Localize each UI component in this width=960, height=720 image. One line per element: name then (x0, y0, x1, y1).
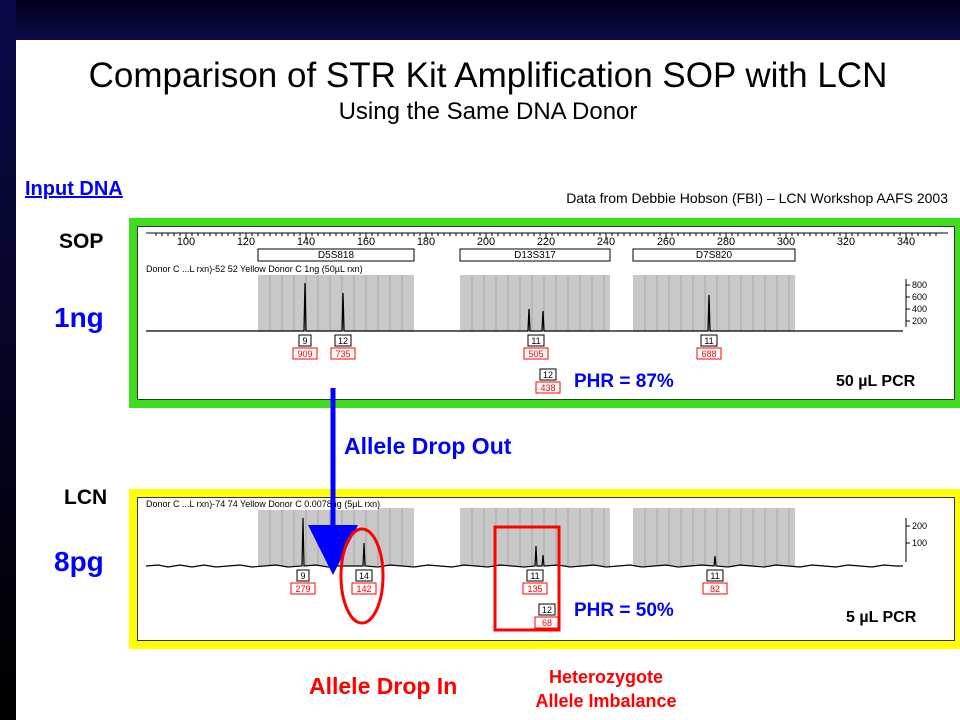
allele-call: 11 (531, 336, 540, 346)
locus-name: D5S818 (318, 250, 355, 261)
allele-height: 82 (710, 584, 720, 594)
y-axis: 800 600 400 200 (905, 279, 927, 327)
sop-electropherogram: 100 120 140 160 180 200 220 240 260 280 … (137, 226, 955, 400)
allele-calls: 9 909 12 735 11 505 12 438 1 (292, 334, 722, 394)
allele-height: 438 (540, 383, 555, 393)
sop-panel: 100 120 140 160 180 200 220 240 260 280 … (129, 218, 960, 408)
x-tick-label: 240 (597, 236, 615, 248)
heterozygote-line2: Allele Imbalance (535, 691, 677, 711)
allele-call: 12 (543, 370, 553, 380)
trace-label: Donor C ...L rxn)-52 52 Yellow Donor C 1… (146, 264, 363, 274)
x-tick-label: 300 (777, 236, 795, 248)
trace-label: Donor C ...L rxn)-74 74 Yellow Donor C 0… (146, 499, 380, 509)
slide: Comparison of STR Kit Amplification SOP … (16, 40, 960, 720)
ruler-ticks (155, 233, 937, 239)
bin-d5s818 (258, 508, 414, 566)
sop-label: SOP (59, 230, 104, 253)
locus-box (632, 248, 796, 262)
input-dna-heading: Input DNA (25, 178, 123, 200)
source-note: Data from Debbie Hobson (FBI) – LCN Work… (566, 190, 948, 206)
sop-trace (146, 282, 903, 332)
ruler-tick-labels: 100 120 140 160 180 200 220 240 260 280 … (177, 236, 915, 248)
allele-call: 11 (530, 571, 539, 581)
allele-call: 9 (302, 336, 307, 346)
allele-height: 135 (527, 584, 542, 594)
y-tick-label: 200 (912, 316, 927, 326)
lcn-panel: Donor C ...L rxn)-74 74 Yellow Donor C 0… (129, 489, 960, 649)
sop-phr: PHR = 87% (574, 371, 674, 392)
x-tick-label: 140 (297, 236, 315, 248)
lcn-electropherogram-svg: Donor C ...L rxn)-74 74 Yellow Donor C 0… (138, 498, 927, 629)
locus-name: D7S820 (696, 250, 733, 261)
locus-box (257, 248, 415, 262)
lcn-pcr-volume: 5 µL PCR (846, 609, 917, 626)
trace-label-bg (138, 498, 378, 510)
y-axis: 200 100 (905, 518, 927, 562)
lcn-phr: PHR = 50% (574, 600, 674, 621)
lcn-amount: 8pg (54, 546, 104, 577)
slide-subtitle: Using the Same DNA Donor (338, 98, 638, 125)
allele-call: 14 (359, 571, 369, 581)
y-tick-label: 600 (912, 292, 927, 302)
bin-d7s820 (633, 275, 795, 331)
allele-call: 11 (710, 571, 719, 581)
slide-top-band (0, 0, 960, 40)
locus-boxes: D5S818 D13S317 D7S820 (257, 248, 796, 262)
bin-d13s317 (460, 275, 610, 331)
bin-d5s818 (258, 275, 414, 331)
locus-name: D13S317 (514, 250, 556, 261)
heterozygote-line1: Heterozygote (548, 667, 664, 687)
allele-call: 11 (704, 336, 713, 346)
x-tick-label: 120 (237, 236, 255, 248)
x-tick-label: 320 (837, 236, 855, 248)
x-tick-label: 180 (417, 236, 435, 248)
x-tick-label: 220 (537, 236, 555, 248)
x-tick-label: 160 (357, 236, 375, 248)
allele-call: 12 (338, 336, 348, 346)
slide-left-band (0, 0, 16, 720)
slide-title: Comparison of STR Kit Amplification SOP … (88, 56, 888, 95)
locus-box (459, 248, 611, 262)
y-tick-label: 400 (912, 304, 927, 314)
allele-height: 688 (701, 349, 716, 359)
bin-d7s820 (633, 508, 795, 566)
allele-height: 909 (297, 349, 312, 359)
x-tick-label: 200 (477, 236, 495, 248)
allele-height: 68 (542, 618, 552, 628)
lcn-label: LCN (64, 486, 108, 509)
sop-electropherogram-svg: 100 120 140 160 180 200 220 240 260 280 … (146, 232, 948, 394)
y-tick-label: 100 (912, 538, 927, 548)
bin-grid-lines (269, 275, 790, 331)
allele-height: 279 (295, 584, 310, 594)
x-tick-label: 340 (897, 236, 915, 248)
sop-pcr-volume: 50 µL PCR (836, 373, 916, 390)
dropout-label: Allele Drop Out (344, 433, 512, 459)
allele-height: 505 (528, 349, 543, 359)
allele-call: 9 (300, 571, 305, 581)
y-tick-label: 800 (912, 280, 927, 290)
allele-height: 142 (356, 584, 371, 594)
x-tick-label: 100 (177, 236, 195, 248)
sop-amount: 1ng (54, 302, 104, 333)
heterozygote-label: Heterozygote Allele Imbalance (516, 665, 696, 713)
allele-call: 12 (542, 605, 552, 615)
y-tick-label: 200 (912, 521, 927, 531)
lcn-electropherogram: Donor C ...L rxn)-74 74 Yellow Donor C 0… (137, 497, 955, 641)
dropin-label: Allele Drop In (309, 673, 458, 699)
x-tick-label: 260 (657, 236, 675, 248)
allele-height: 735 (335, 349, 350, 359)
x-tick-label: 280 (717, 236, 735, 248)
